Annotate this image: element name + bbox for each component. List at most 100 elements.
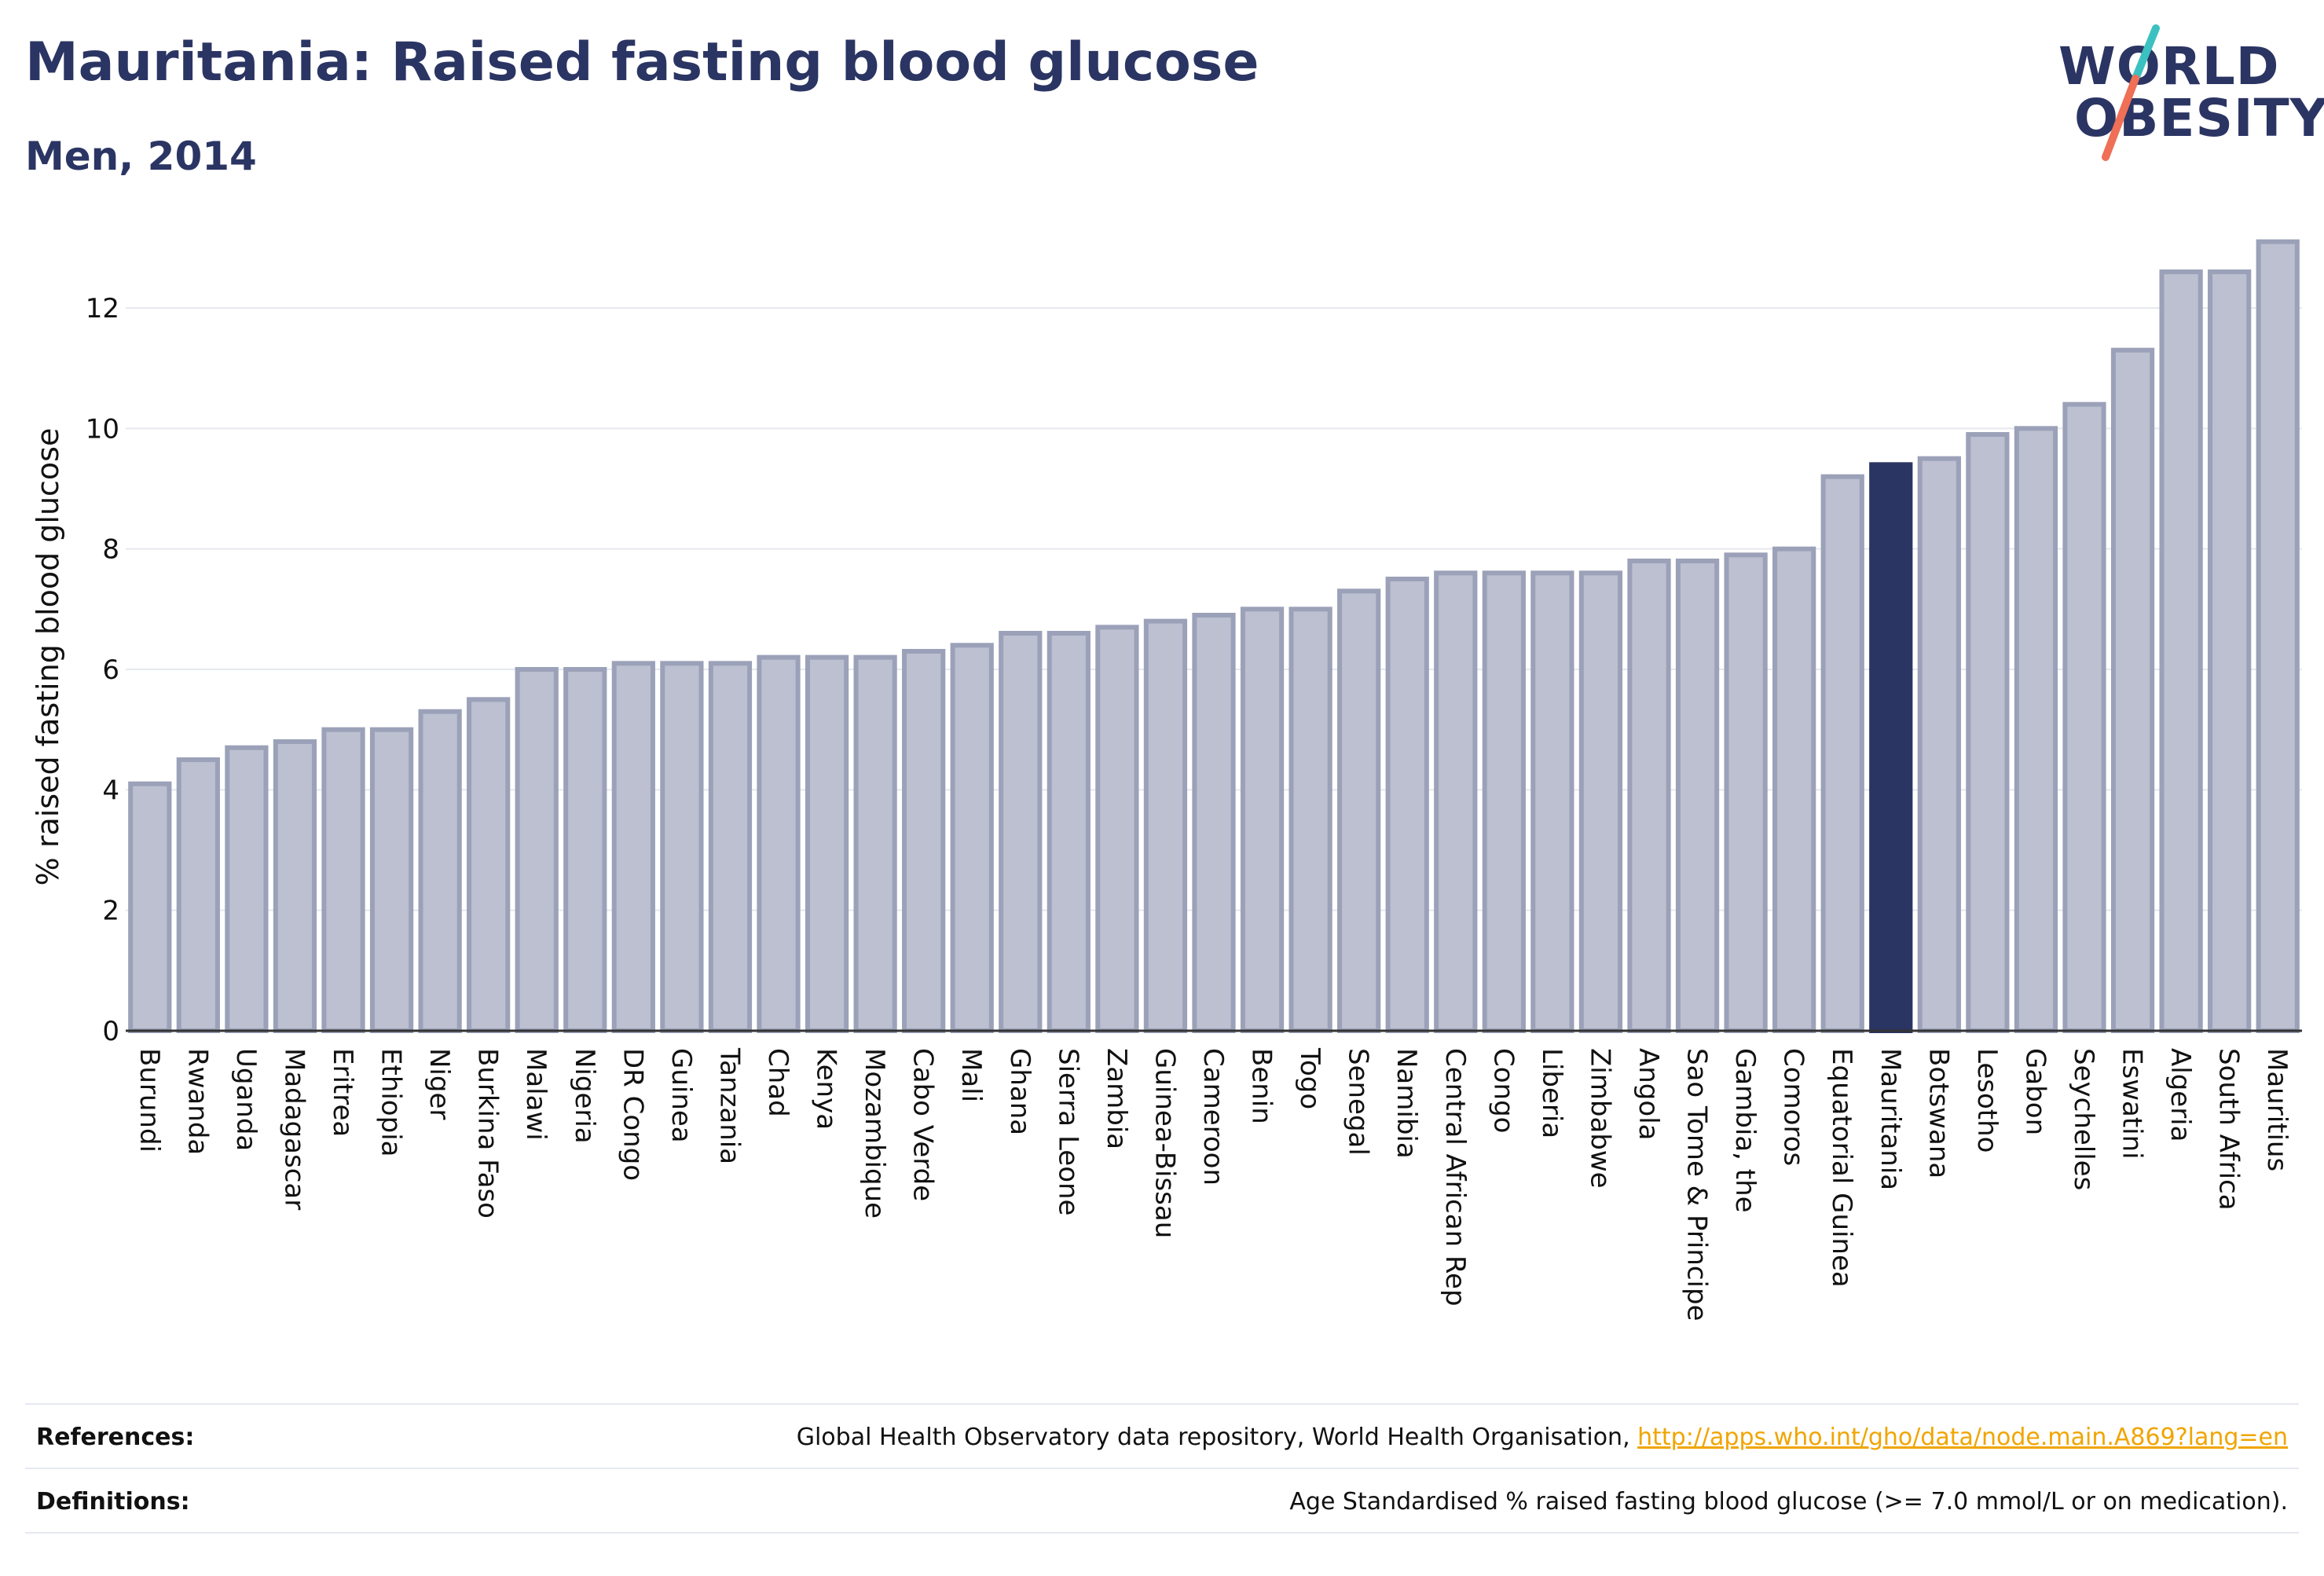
x-tick-label: Burkina Faso	[472, 1048, 504, 1219]
bar	[1194, 615, 1233, 1031]
x-tick-label: Senegal	[1343, 1048, 1374, 1156]
x-tick-label: Comoros	[1778, 1048, 1809, 1166]
x-tick-label: Kenya	[811, 1048, 842, 1130]
x-tick-label: Liberia	[1536, 1048, 1567, 1138]
y-tick-label: 8	[102, 534, 119, 566]
x-tick-label: Sierra Leone	[1052, 1048, 1083, 1215]
x-tick-label: Eritrea	[327, 1048, 358, 1137]
bar	[1436, 573, 1475, 1031]
x-tick-label: Namibia	[1391, 1048, 1422, 1159]
x-tick-label: Burundi	[134, 1048, 165, 1153]
bar	[1146, 621, 1185, 1031]
x-tick-label: Rwanda	[181, 1048, 213, 1155]
bar	[1920, 459, 1959, 1031]
bar	[759, 658, 797, 1031]
y-tick-label: 6	[102, 654, 119, 686]
bar	[2161, 272, 2200, 1031]
bar	[904, 651, 943, 1031]
x-tick-label: Mali	[955, 1048, 987, 1102]
x-tick-label: Lesotho	[1971, 1048, 2003, 1153]
x-tick-label: Nigeria	[569, 1048, 600, 1144]
bar	[1243, 609, 1281, 1031]
bar	[711, 663, 750, 1031]
x-tick-label: Angola	[1633, 1048, 1664, 1140]
x-tick-label: Zambia	[1101, 1048, 1132, 1149]
bar	[662, 663, 701, 1031]
bar	[179, 760, 218, 1031]
x-tick-label: Tanzania	[713, 1047, 745, 1164]
references-text: Global Health Observatory data repositor…	[797, 1424, 1637, 1451]
y-tick-label: 4	[102, 775, 119, 806]
bar	[518, 669, 556, 1031]
x-tick-label: Uganda	[230, 1048, 262, 1151]
bar	[2259, 242, 2297, 1031]
bar	[372, 730, 411, 1031]
definitions-label: Definitions:	[36, 1488, 190, 1516]
y-tick-label: 10	[86, 413, 119, 445]
x-tick-label: DR Congo	[617, 1048, 648, 1181]
definitions-text: Age Standardised % raised fasting blood …	[1289, 1488, 2288, 1516]
references-row: References: Global Health Observatory da…	[25, 1403, 2299, 1468]
bar	[1968, 434, 2007, 1031]
x-tick-label: Guinea	[665, 1048, 697, 1143]
bar	[614, 663, 653, 1031]
bar	[1824, 477, 1862, 1031]
x-tick-label: Botswana	[1923, 1048, 1954, 1178]
bar	[566, 669, 604, 1031]
bar-chart: 0 2 4 6 8 10 12 % raised fasting blood glucose B…	[0, 0, 2324, 1414]
x-tick-label: Togo	[1294, 1047, 1325, 1109]
x-tick-label: Guinea-Bissau	[1149, 1048, 1180, 1238]
x-tick-label: Mauritius	[2261, 1048, 2293, 1171]
references-value: Global Health Observatory data repositor…	[797, 1424, 2288, 1451]
definitions-row: Definitions: Age Standardised % raised f…	[25, 1468, 2299, 1532]
bar	[808, 658, 846, 1031]
x-tick-label: Gambia, the	[1729, 1048, 1761, 1213]
x-tick-label: Zimbabwe	[1584, 1048, 1615, 1189]
x-tick-label: Algeria	[2165, 1048, 2196, 1142]
x-tick-label: Gabon	[2019, 1048, 2051, 1135]
x-tick-label: Ghana	[1004, 1048, 1036, 1135]
bar	[2017, 428, 2055, 1031]
y-tick-label: 12	[86, 293, 119, 324]
bar	[2065, 405, 2103, 1031]
bar	[1533, 573, 1571, 1031]
x-tick-label: Niger	[423, 1048, 455, 1120]
bar	[420, 712, 459, 1031]
bar	[856, 658, 894, 1031]
x-tick-label: Cameroon	[1197, 1048, 1229, 1186]
bar	[1871, 464, 1910, 1031]
bar	[1388, 579, 1427, 1031]
bar	[1050, 633, 1088, 1031]
x-tick-label: Sao Tome & Principe	[1681, 1048, 1713, 1321]
x-tick-label: Madagascar	[278, 1048, 310, 1210]
bar	[276, 742, 314, 1031]
bar	[324, 730, 362, 1031]
bar	[2210, 272, 2249, 1031]
bar	[469, 699, 508, 1031]
bar	[1775, 549, 1813, 1031]
references-link[interactable]: http://apps.who.int/gho/data/node.main.A…	[1637, 1424, 2288, 1451]
x-tick-label: Cabo Verde	[907, 1048, 939, 1201]
bar	[953, 645, 992, 1031]
x-tick-label: South Africa	[2213, 1048, 2245, 1211]
x-tick-label: Chad	[762, 1048, 794, 1117]
bar	[1726, 555, 1765, 1031]
y-axis-label: % raised fasting blood glucose	[31, 428, 65, 886]
footer-divider	[25, 1532, 2299, 1534]
bar	[1485, 573, 1523, 1031]
x-tick-label: Malawi	[520, 1048, 552, 1141]
bar	[2113, 350, 2152, 1031]
bar	[1340, 591, 1378, 1031]
references-label: References:	[36, 1424, 194, 1451]
x-tick-label: Mauritania	[1875, 1048, 1906, 1190]
x-tick-label: Central African Rep	[1439, 1048, 1471, 1307]
bar	[1678, 561, 1717, 1031]
x-tick-label: Benin	[1246, 1048, 1277, 1124]
bar	[1629, 561, 1668, 1031]
bar	[1291, 609, 1329, 1031]
y-tick-label: 0	[102, 1016, 119, 1047]
x-tick-label: Ethiopia	[376, 1048, 407, 1156]
bar	[1001, 633, 1039, 1031]
bar	[1582, 573, 1620, 1031]
y-tick-label: 2	[102, 896, 119, 927]
